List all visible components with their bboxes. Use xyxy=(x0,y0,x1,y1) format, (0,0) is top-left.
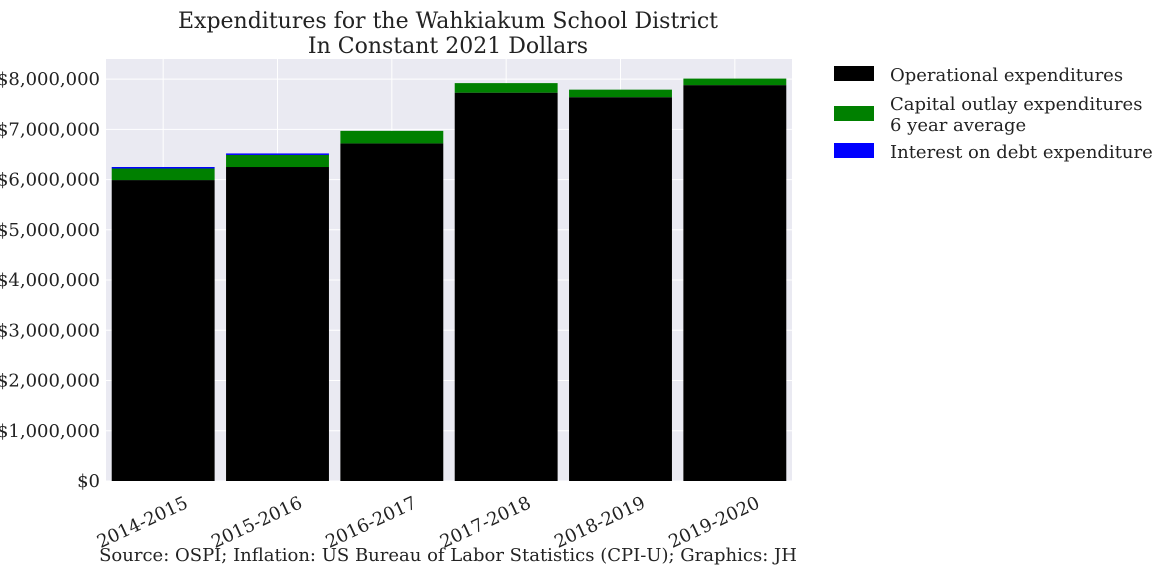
legend-label-0: Operational expenditures xyxy=(890,65,1123,86)
x-tick-label-3: 2017-2018 xyxy=(437,492,534,552)
legend-label-2: Interest on debt expenditures xyxy=(890,142,1152,163)
bar-2017-2018-series-1 xyxy=(454,83,558,93)
source-note: Source: OSPI; Inflation: US Bureau of La… xyxy=(99,545,797,566)
bar-2014-2015-series-2 xyxy=(111,167,215,169)
chart-subtitle: In Constant 2021 Dollars xyxy=(308,34,588,59)
x-tick-label-1: 2015-2016 xyxy=(208,492,305,552)
legend: Operational expenditures Capital outlay e… xyxy=(834,65,1152,163)
bars xyxy=(111,78,787,482)
bar-2018-2019-series-1 xyxy=(569,89,672,98)
x-tick-label-4: 2018-2019 xyxy=(551,492,648,552)
x-tick-label-2: 2016-2017 xyxy=(323,492,420,552)
bar-2015-2016-series-1 xyxy=(226,154,329,168)
legend-label-1: Capital outlay expenditures 6 year averag… xyxy=(890,94,1142,136)
y-tick-label-5: $5,000,000 xyxy=(0,220,100,241)
y-tick-label-3: $3,000,000 xyxy=(0,320,100,341)
chart-title: Expenditures for the Wahkiakum School Di… xyxy=(178,9,718,34)
bar-2016-2017-series-1 xyxy=(340,130,444,144)
bar-2014-2015-series-1 xyxy=(111,168,215,181)
legend-swatch-1 xyxy=(834,106,874,121)
y-tick-label-8: $8,000,000 xyxy=(0,69,100,90)
bar-2019-2020-series-1 xyxy=(683,78,787,86)
x-tick-label-0: 2014-2015 xyxy=(94,492,191,552)
x-axis: 2014-2015 2015-2016 2016-2017 2017-2018 2018… xyxy=(94,492,763,552)
y-tick-label-0: $0 xyxy=(77,471,100,492)
legend-swatch-2 xyxy=(834,143,874,158)
bar-2018-2019-series-0 xyxy=(569,97,672,481)
x-tick-label-5: 2019-2020 xyxy=(666,492,763,552)
bar-2017-2018-series-0 xyxy=(454,92,558,482)
y-tick-label-4: $4,000,000 xyxy=(0,270,100,291)
bar-2015-2016-series-2 xyxy=(226,153,329,155)
y-tick-label-1: $1,000,000 xyxy=(0,421,100,442)
y-tick-label-2: $2,000,000 xyxy=(0,371,100,392)
y-tick-label-6: $6,000,000 xyxy=(0,170,100,191)
bar-2016-2017-series-0 xyxy=(340,143,444,481)
legend-swatch-0 xyxy=(834,66,874,81)
bar-2019-2020-series-0 xyxy=(683,85,787,481)
bar-2015-2016-series-0 xyxy=(226,167,329,481)
y-tick-label-7: $7,000,000 xyxy=(0,119,100,140)
y-axis: $0 $1,000,000 $2,000,000 $3,000,000 $4,000,0… xyxy=(0,69,100,492)
bar-2014-2015-series-0 xyxy=(111,180,215,482)
